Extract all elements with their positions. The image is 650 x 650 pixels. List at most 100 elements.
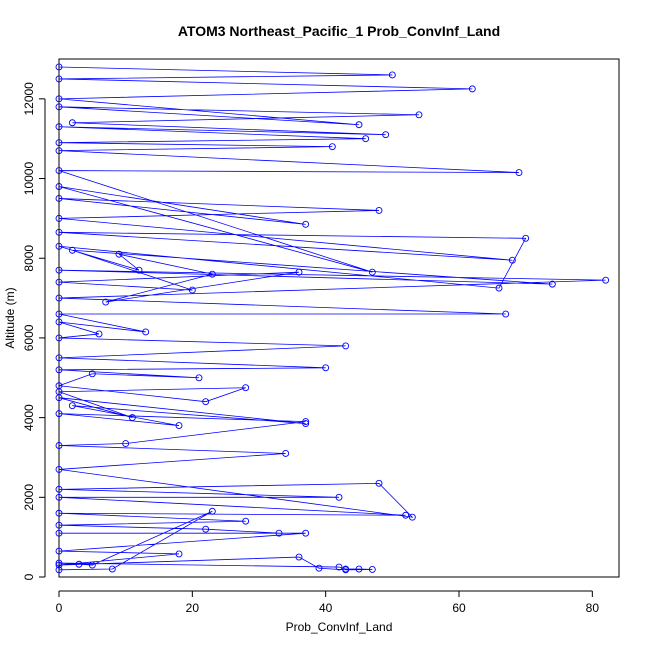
data-point xyxy=(68,246,76,254)
data-point xyxy=(68,402,76,410)
data-point xyxy=(242,517,250,525)
data-point xyxy=(55,266,63,274)
data-point xyxy=(175,422,183,430)
chart-title: ATOM3 Northeast_Pacific_1 Prob_ConvInf_L… xyxy=(178,23,500,39)
x-tick-label: 80 xyxy=(586,601,600,615)
series-lines xyxy=(58,66,606,571)
x-tick-label: 20 xyxy=(186,601,200,615)
data-point xyxy=(408,513,416,521)
data-point xyxy=(415,111,423,119)
data-point xyxy=(55,382,63,390)
data-point xyxy=(468,85,476,93)
data-point xyxy=(515,169,523,177)
data-point xyxy=(202,525,210,533)
data-point xyxy=(375,479,383,487)
data-point xyxy=(55,103,63,111)
data-point xyxy=(335,563,343,571)
data-point xyxy=(55,529,63,537)
x-tick-label: 60 xyxy=(452,601,466,615)
y-tick-label: 6000 xyxy=(22,324,36,351)
data-point xyxy=(88,561,96,569)
y-tick-label: 12000 xyxy=(22,82,36,116)
data-point xyxy=(55,147,63,155)
data-point xyxy=(188,286,196,294)
data-point xyxy=(208,270,216,278)
data-point xyxy=(368,565,376,573)
data-point xyxy=(242,384,250,392)
data-point xyxy=(275,529,283,537)
y-tick-label: 2000 xyxy=(22,484,36,511)
y-tick-label: 8000 xyxy=(22,245,36,272)
data-point xyxy=(55,354,63,362)
data-point xyxy=(55,310,63,318)
data-point xyxy=(115,250,123,258)
data-point xyxy=(202,398,210,406)
data-point xyxy=(295,553,303,561)
data-point xyxy=(55,547,63,555)
data-point xyxy=(55,167,63,175)
data-point xyxy=(375,206,383,214)
data-point xyxy=(55,242,63,250)
data-point xyxy=(302,220,310,228)
data-point xyxy=(502,310,510,318)
data-point xyxy=(108,565,116,573)
data-point xyxy=(55,195,63,202)
data-point xyxy=(55,318,63,326)
data-point xyxy=(322,364,330,372)
data-point xyxy=(55,465,63,473)
data-point xyxy=(55,366,63,374)
x-axis-label: Prob_ConvInf_Land xyxy=(286,620,393,634)
y-tick-label: 4000 xyxy=(22,404,36,431)
data-point xyxy=(75,560,83,568)
data-point xyxy=(302,529,310,537)
data-point xyxy=(55,294,63,302)
data-point xyxy=(55,228,63,236)
data-point xyxy=(602,276,610,284)
data-point xyxy=(55,410,63,418)
y-axis: 0 2000 4000 6000 8000 10000 12000 xyxy=(22,82,46,580)
data-point xyxy=(55,561,63,569)
data-point xyxy=(55,183,63,190)
data-point xyxy=(102,298,110,306)
data-point xyxy=(548,280,556,288)
data-point xyxy=(195,374,203,382)
data-point xyxy=(55,521,63,529)
data-point xyxy=(368,268,376,276)
data-point xyxy=(382,131,390,139)
data-point xyxy=(68,119,76,127)
series-points xyxy=(55,63,610,574)
y-axis-label: Altitude (m) xyxy=(3,287,17,348)
data-point xyxy=(55,63,63,71)
data-point xyxy=(135,266,143,274)
data-point xyxy=(315,564,323,572)
data-point xyxy=(495,284,503,292)
data-point xyxy=(55,442,63,449)
data-point xyxy=(328,143,336,151)
data-point xyxy=(302,418,310,426)
data-point xyxy=(335,493,343,501)
data-point xyxy=(508,256,516,264)
data-point xyxy=(402,511,410,519)
data-point xyxy=(388,71,396,79)
data-point xyxy=(55,485,63,493)
data-point xyxy=(142,328,150,336)
data-point xyxy=(208,507,216,515)
data-point xyxy=(302,420,310,428)
data-point xyxy=(55,559,63,567)
data-point xyxy=(362,135,370,143)
data-point xyxy=(55,278,63,286)
data-point xyxy=(55,509,63,517)
y-tick-label: 10000 xyxy=(22,162,36,196)
data-point xyxy=(122,440,130,447)
data-point xyxy=(342,566,350,574)
data-point xyxy=(55,334,63,342)
x-tick-label: 40 xyxy=(319,601,333,615)
data-point xyxy=(355,565,363,573)
data-point xyxy=(128,414,136,422)
data-point xyxy=(295,268,303,276)
data-point xyxy=(55,75,63,83)
data-point xyxy=(55,214,63,222)
data-point xyxy=(55,123,63,131)
data-point xyxy=(55,566,63,574)
x-tick-label: 0 xyxy=(56,601,63,615)
